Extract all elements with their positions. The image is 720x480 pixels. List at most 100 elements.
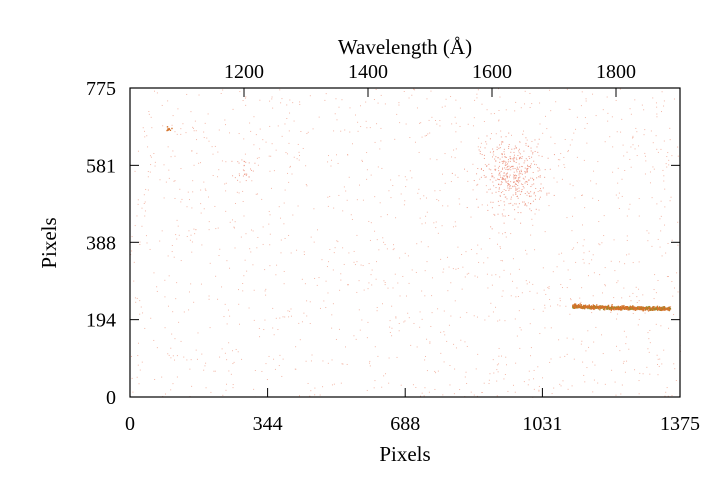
background-event bbox=[380, 140, 382, 142]
spectrum-event bbox=[644, 308, 646, 310]
background-event bbox=[636, 301, 638, 303]
background-event bbox=[412, 384, 414, 386]
cluster-event bbox=[497, 178, 499, 180]
background-event bbox=[488, 383, 490, 385]
background-event bbox=[176, 282, 178, 284]
background-event bbox=[583, 374, 585, 376]
background-event bbox=[134, 170, 136, 172]
spectrum-event bbox=[641, 308, 643, 310]
spectrum-event bbox=[606, 305, 608, 308]
cluster-event bbox=[537, 170, 539, 172]
cluster-event bbox=[513, 148, 515, 150]
background-event bbox=[235, 348, 237, 350]
background-event bbox=[519, 141, 521, 143]
cluster-event bbox=[504, 162, 506, 164]
background-event bbox=[657, 363, 659, 365]
spectrum-event bbox=[646, 307, 648, 309]
cluster-event bbox=[521, 157, 523, 159]
background-event bbox=[660, 148, 662, 150]
background-event bbox=[346, 199, 348, 201]
background-event bbox=[156, 347, 158, 349]
background-event bbox=[514, 391, 516, 393]
cluster-event bbox=[530, 165, 532, 167]
background-event bbox=[512, 159, 514, 161]
background-event bbox=[446, 256, 448, 258]
spectrum-event bbox=[618, 306, 621, 309]
cluster-event bbox=[532, 179, 534, 181]
spectrum-event bbox=[611, 307, 613, 310]
background-event bbox=[630, 146, 632, 148]
background-event bbox=[582, 245, 584, 247]
background-event bbox=[459, 316, 461, 318]
background-event bbox=[212, 175, 214, 177]
spectrum-event bbox=[662, 309, 664, 311]
cluster-event bbox=[488, 168, 490, 170]
background-event bbox=[572, 338, 574, 340]
background-event bbox=[369, 362, 371, 364]
background-event bbox=[405, 186, 407, 188]
spectrum-event bbox=[587, 307, 589, 310]
background-event bbox=[187, 191, 189, 193]
background-event bbox=[359, 329, 361, 331]
background-event bbox=[330, 165, 332, 167]
background-event bbox=[431, 277, 433, 279]
cluster-event bbox=[526, 205, 528, 207]
background-event bbox=[288, 142, 290, 144]
background-event bbox=[356, 291, 358, 293]
background-event bbox=[408, 282, 410, 284]
background-event bbox=[477, 244, 479, 246]
background-event bbox=[168, 177, 170, 179]
background-event bbox=[485, 185, 487, 187]
background-event bbox=[623, 360, 625, 362]
cluster-event bbox=[529, 166, 531, 168]
background-event bbox=[193, 228, 195, 230]
background-event bbox=[208, 298, 210, 300]
cluster-event bbox=[503, 193, 505, 195]
cluster-event bbox=[522, 133, 524, 135]
background-event bbox=[626, 151, 628, 153]
background-event bbox=[489, 238, 491, 240]
background-event bbox=[167, 255, 169, 257]
background-event bbox=[316, 229, 318, 231]
spectrum-event bbox=[620, 308, 622, 310]
cluster-event bbox=[509, 174, 511, 176]
background-event bbox=[153, 272, 155, 274]
background-event bbox=[472, 125, 474, 127]
background-event bbox=[191, 385, 193, 387]
background-event bbox=[366, 337, 368, 339]
background-event bbox=[571, 139, 573, 141]
cluster-event bbox=[515, 192, 517, 194]
background-event bbox=[481, 103, 483, 105]
background-event bbox=[403, 321, 405, 323]
background-event bbox=[174, 338, 176, 340]
cluster-event bbox=[517, 206, 519, 208]
background-event bbox=[466, 312, 468, 314]
background-event bbox=[490, 302, 492, 304]
background-event bbox=[270, 187, 272, 189]
background-event bbox=[591, 312, 593, 314]
background-event bbox=[648, 351, 650, 353]
background-event bbox=[426, 370, 428, 372]
cluster-event bbox=[510, 198, 512, 200]
background-event bbox=[630, 113, 632, 115]
background-event bbox=[388, 190, 390, 192]
cluster-event bbox=[518, 203, 520, 205]
spectrum-event bbox=[663, 306, 665, 309]
background-event bbox=[653, 298, 655, 300]
cluster-event bbox=[503, 172, 505, 174]
background-event bbox=[585, 100, 587, 102]
background-event bbox=[598, 200, 600, 202]
background-event bbox=[404, 252, 406, 254]
cluster-event bbox=[501, 178, 503, 180]
background-event bbox=[426, 211, 428, 213]
background-event bbox=[345, 190, 347, 192]
cluster-event bbox=[501, 213, 503, 215]
spectrum-event bbox=[658, 308, 660, 310]
cluster-event bbox=[536, 177, 538, 179]
background-event bbox=[289, 99, 291, 101]
background-event bbox=[165, 181, 167, 183]
background-event bbox=[431, 295, 433, 297]
spectrum-event bbox=[637, 306, 640, 308]
background-event bbox=[251, 180, 253, 182]
background-event bbox=[435, 221, 437, 223]
